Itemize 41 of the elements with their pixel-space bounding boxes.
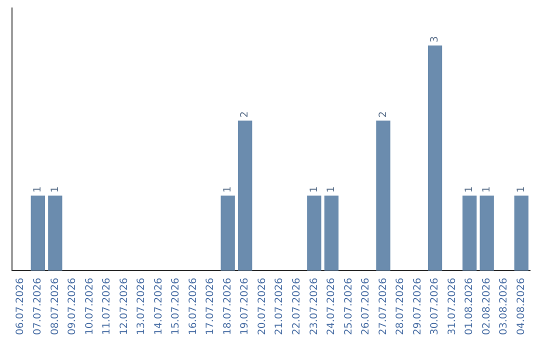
data-label: 2 (378, 111, 389, 118)
x-tick-label: 16.07.2026 (188, 278, 199, 336)
data-label: 1 (308, 186, 320, 193)
data-label: 1 (50, 186, 61, 193)
x-tick-label: 11.07.2026 (102, 278, 113, 336)
x-tick-label: 17.07.2026 (205, 278, 216, 336)
x-tick-label: 01.08.2026 (464, 278, 476, 336)
x-tick-label: 23.07.2026 (308, 278, 320, 336)
x-tick-label: 21.07.2026 (274, 278, 286, 336)
x-tick-label: 18.07.2026 (222, 278, 234, 336)
x-tick-label: 24.07.2026 (326, 278, 338, 336)
data-label: 1 (32, 186, 44, 193)
x-tick-label: 10.07.2026 (84, 278, 96, 336)
x-tick-label: 12.07.2026 (118, 278, 130, 336)
x-tick-label: 30.07.2026 (430, 278, 441, 336)
data-label: 1 (516, 186, 527, 193)
x-tick-label: 20.07.2026 (256, 278, 268, 336)
x-tick-label: 08.07.2026 (50, 278, 61, 336)
x-tick-label: 31.07.2026 (446, 278, 458, 336)
data-label: 2 (240, 111, 251, 118)
x-tick-label: 13.07.2026 (136, 278, 148, 336)
data-label: 1 (222, 186, 234, 193)
data-label: 1 (481, 186, 492, 193)
x-tick-label: 02.08.2026 (481, 278, 492, 336)
data-label: 3 (430, 36, 441, 43)
x-tick-label: 09.07.2026 (67, 278, 78, 336)
x-tick-label: 25.07.2026 (343, 278, 354, 336)
x-tick-label: 27.07.2026 (378, 278, 389, 336)
x-tick-label: 22.07.2026 (291, 278, 302, 336)
x-tick-label: 28.07.2026 (395, 278, 406, 336)
x-tick-label: 04.08.2026 (516, 278, 527, 336)
x-tick-label: 07.07.2026 (32, 278, 44, 336)
x-tick-label: 26.07.2026 (360, 278, 372, 336)
x-tick-label: 03.08.2026 (498, 278, 510, 336)
x-tick-label: 29.07.2026 (412, 278, 424, 336)
x-tick-label: 14.07.2026 (153, 278, 164, 336)
x-tick-label: 06.07.2026 (15, 278, 26, 336)
data-label: 1 (326, 186, 338, 193)
data-label: 1 (464, 186, 476, 193)
x-tick-label: 19.07.2026 (240, 278, 251, 336)
x-tick-label: 15.07.2026 (170, 278, 182, 336)
